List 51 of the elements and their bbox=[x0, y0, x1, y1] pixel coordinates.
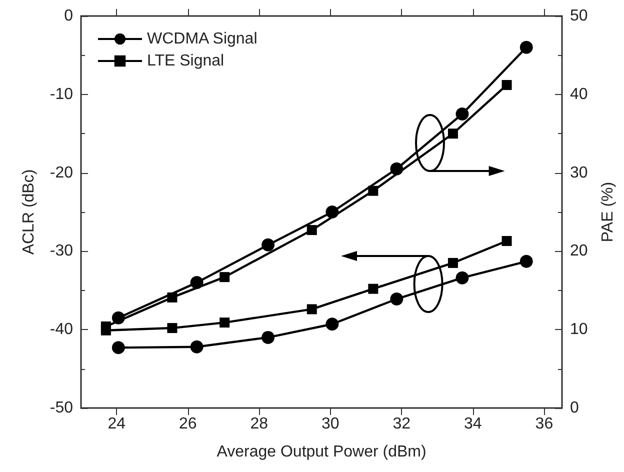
y-tick-label: -40 bbox=[50, 321, 74, 338]
y2-tick-label: 0 bbox=[570, 400, 579, 416]
x-tick-label: 36 bbox=[535, 416, 554, 432]
point bbox=[326, 206, 339, 218]
legend-label: WCDMA Signal bbox=[147, 30, 258, 48]
point bbox=[306, 304, 317, 314]
point bbox=[100, 321, 111, 332]
point bbox=[368, 284, 378, 294]
point bbox=[390, 162, 404, 176]
y2-tick-label: 30 bbox=[570, 164, 588, 182]
y-tick-label: -50 bbox=[50, 400, 74, 416]
point bbox=[112, 341, 125, 354]
point bbox=[220, 318, 230, 328]
point bbox=[326, 318, 339, 331]
point bbox=[456, 271, 469, 284]
x-tick-label: 30 bbox=[322, 416, 340, 432]
legend-label: LTE Signal bbox=[147, 52, 224, 70]
point bbox=[448, 128, 458, 139]
x-tick-label: 26 bbox=[178, 416, 197, 432]
x-tick-label: 32 bbox=[392, 416, 411, 432]
y-axis-title: ACLR (dBc) bbox=[20, 169, 38, 255]
point bbox=[390, 292, 404, 306]
point bbox=[262, 330, 275, 344]
point bbox=[502, 236, 512, 246]
point bbox=[520, 40, 533, 54]
point bbox=[167, 323, 178, 334]
x-tick-label: 28 bbox=[250, 416, 268, 432]
y-tick-label: -30 bbox=[50, 242, 74, 260]
point bbox=[502, 80, 512, 90]
point bbox=[262, 238, 275, 252]
point bbox=[190, 276, 204, 290]
point bbox=[368, 186, 378, 196]
y-tick-label: 0 bbox=[64, 8, 74, 24]
point bbox=[448, 258, 458, 268]
y2-tick-label: 10 bbox=[570, 321, 588, 338]
point bbox=[306, 225, 317, 236]
x-tick-label: 34 bbox=[464, 416, 482, 432]
y2-tick-label: 50 bbox=[570, 8, 588, 24]
y2-axis-title: PAE (%) bbox=[600, 182, 616, 242]
point bbox=[112, 311, 125, 324]
y2-tick-label: 40 bbox=[570, 86, 588, 103]
x-axis-title: Average Output Power (dBm) bbox=[216, 444, 426, 460]
point bbox=[190, 340, 204, 354]
y2-tick-label: 20 bbox=[570, 242, 588, 260]
point bbox=[456, 108, 469, 120]
y-tick-label: -10 bbox=[50, 86, 74, 103]
point bbox=[520, 254, 533, 268]
y-tick-label: -20 bbox=[50, 164, 74, 182]
point bbox=[220, 272, 230, 282]
x-tick-label: 24 bbox=[108, 416, 126, 432]
point bbox=[167, 292, 178, 302]
